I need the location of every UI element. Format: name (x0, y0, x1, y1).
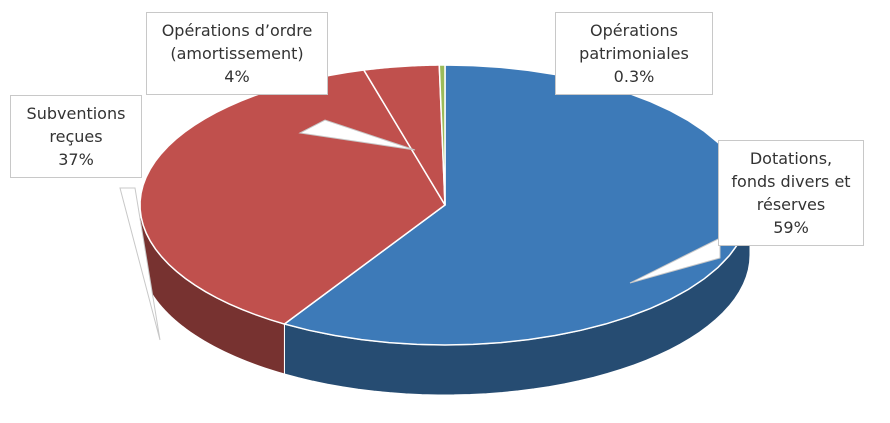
label-value: 0.3% (613, 67, 655, 86)
callouts (119, 119, 721, 341)
label-name: Subventions reçues (26, 104, 126, 146)
label-name: Opérations d’ordre (amortissement) (161, 21, 313, 63)
callout (119, 187, 161, 341)
label-value: 4% (224, 67, 250, 86)
data-label: Dotations, fonds divers et réserves 59% (718, 140, 864, 246)
callout (298, 119, 416, 151)
data-label: Opérations patrimoniales 0.3% (555, 12, 713, 95)
label-value: 37% (58, 150, 94, 169)
callout (629, 237, 721, 284)
data-label: Subventions reçues 37% (10, 95, 142, 178)
pie (139, 64, 751, 396)
label-name: Opérations patrimoniales (579, 21, 689, 63)
label-name: Dotations, fonds divers et réserves (731, 149, 851, 214)
data-label: Opérations d’ordre (amortissement) 4% (146, 12, 328, 95)
label-value: 59% (773, 218, 809, 237)
slice (438, 64, 446, 206)
slice (362, 64, 446, 206)
